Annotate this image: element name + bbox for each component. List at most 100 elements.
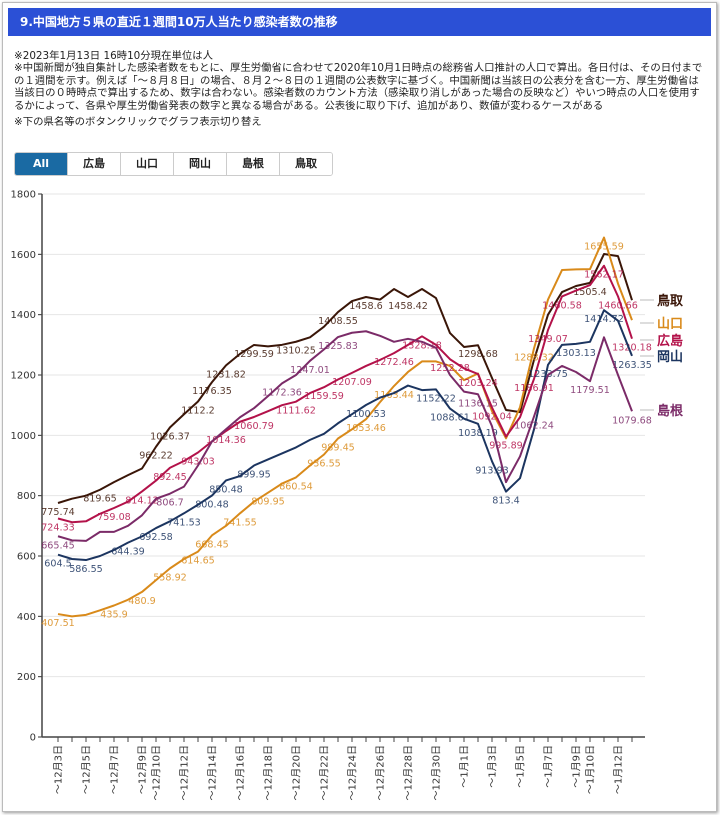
data-label: 809.95 (251, 497, 285, 508)
series-4: 665.45806.71172.361247.011325.831136.151… (41, 330, 684, 551)
data-label: 813.4 (492, 496, 519, 507)
series-0: 775.74 819.65 962.22 1026.37 1112.2 1176.35 12… (41, 253, 684, 518)
x-tick-label: 〜1月7日 (543, 745, 555, 788)
data-label: 1320.18 (612, 343, 652, 354)
section-title: 9.中国地方５県の直近１週間10万人当たり感染者数の推移 (8, 8, 711, 36)
data-label: 668.45 (195, 539, 229, 550)
x-tick-label: 〜12月7日 (109, 745, 121, 794)
y-tick-label: 0 (30, 733, 36, 744)
data-label: 1263.35 (612, 360, 652, 371)
data-label: 1458.42 (388, 301, 428, 312)
x-tick-label: 〜12月9日 (137, 745, 149, 794)
filter-okayama-button[interactable]: 岡山 (173, 153, 226, 175)
data-label: 1136.15 (458, 398, 498, 409)
data-label: 665.45 (41, 540, 75, 551)
data-label: 1655.59 (584, 242, 624, 253)
data-label: 1325.83 (318, 341, 358, 352)
data-label: 913.93 (475, 465, 509, 476)
x-tick-label: 〜12月18日 (263, 745, 275, 800)
data-label: 741.53 (167, 517, 201, 528)
data-label: 1186.91 (514, 383, 554, 394)
data-label: 1207.09 (332, 377, 372, 388)
series-line (57, 330, 633, 542)
data-label: 1288.32 (514, 352, 554, 363)
x-tick-label: 〜1月5日 (515, 745, 527, 788)
data-label: 1179.51 (570, 385, 610, 396)
data-label: 936.55 (307, 458, 341, 469)
data-label: 1088.61 (430, 413, 470, 424)
data-label: 1408.55 (318, 316, 358, 327)
data-label: 943.03 (181, 457, 215, 468)
prefecture-filter: All 広島 山口 岡山 島根 鳥取 (14, 152, 333, 176)
data-label: 759.08 (97, 512, 131, 523)
x-tick-label: 〜12月12日 (179, 745, 191, 800)
data-label: 1247.01 (290, 365, 330, 376)
x-tick-label: 〜12月16日 (235, 745, 247, 800)
x-tick-label: 〜12月10日 (151, 745, 163, 800)
data-label: 435.9 (100, 610, 127, 621)
data-label: 480.9 (128, 596, 155, 607)
data-label: 1152.22 (416, 393, 456, 404)
filter-hiroshima-button[interactable]: 広島 (67, 153, 120, 175)
data-label: 814.12 (125, 495, 159, 506)
x-tick-label: 〜12月24日 (347, 745, 359, 800)
data-label: 558.92 (153, 572, 187, 583)
filter-yamaguchi-button[interactable]: 山口 (120, 153, 173, 175)
legend-label: 島根 (657, 403, 684, 419)
data-label: 1100.53 (346, 409, 386, 420)
data-label: 1111.62 (276, 406, 316, 417)
filter-all-button[interactable]: All (15, 153, 67, 175)
y-tick-label: 600 (17, 552, 36, 563)
y-tick-label: 1000 (11, 431, 36, 442)
filter-tottori-button[interactable]: 鳥取 (279, 153, 332, 175)
data-label: 1176.35 (192, 386, 232, 397)
legend-label: 広島 (657, 333, 683, 349)
data-label: 1062.24 (514, 421, 554, 432)
data-label: 1252.28 (430, 363, 470, 374)
data-label: 1310.25 (276, 346, 316, 357)
filter-shimane-button[interactable]: 島根 (226, 153, 279, 175)
data-label: 800.48 (195, 500, 229, 511)
updated-note: ※2023年1月13日 16時10分現在単位は人 (14, 50, 214, 62)
data-label: 1060.79 (234, 421, 274, 432)
legend-label: 岡山 (657, 349, 683, 365)
y-tick-label: 400 (17, 612, 36, 623)
data-label: 1159.59 (304, 391, 344, 402)
toggle-hint: ※下の県名等のボタンクリックでグラフ表示切り替え (14, 116, 262, 129)
x-tick-label: 〜1月10日 (585, 745, 597, 794)
data-label: 962.22 (139, 451, 173, 462)
x-tick-label: 〜12月14日 (207, 745, 219, 800)
y-tick-label: 1200 (11, 371, 36, 382)
data-label: 995.89 (489, 441, 523, 452)
series-line (57, 264, 633, 524)
data-label: 614.65 (181, 556, 215, 567)
data-label: 1458.6 (349, 301, 383, 312)
series-line (57, 253, 633, 504)
data-label: 860.54 (279, 481, 313, 492)
x-tick-label: 〜12月26日 (375, 745, 387, 800)
data-label: 644.39 (111, 547, 145, 558)
data-label: 1203.24 (458, 378, 498, 389)
x-tick-label: 〜12月22日 (319, 745, 331, 800)
data-label: 1303.13 (556, 348, 596, 359)
series-line (57, 309, 633, 562)
x-tick-label: 〜1月12日 (613, 745, 625, 794)
x-tick-label: 〜12月30日 (431, 745, 443, 800)
data-label: 1163.44 (374, 390, 414, 401)
data-label: 1299.59 (234, 349, 274, 360)
x-tick-label: 〜1月3日 (487, 745, 499, 788)
data-label: 1014.36 (206, 435, 246, 446)
x-tick-label: 〜1月9日 (571, 745, 583, 788)
data-label: 1414.72 (584, 314, 624, 325)
data-label: 1038.19 (458, 428, 498, 439)
data-label: 586.55 (69, 564, 103, 575)
y-tick-label: 800 (17, 491, 36, 502)
data-label: 1562.17 (584, 270, 624, 281)
notes: ※2023年1月13日 16時10分現在単位は人 ※中国新聞が独自集計した感染者… (14, 50, 708, 128)
data-label: 1112.2 (181, 405, 215, 416)
x-tick-label: 〜12月28日 (403, 745, 415, 800)
